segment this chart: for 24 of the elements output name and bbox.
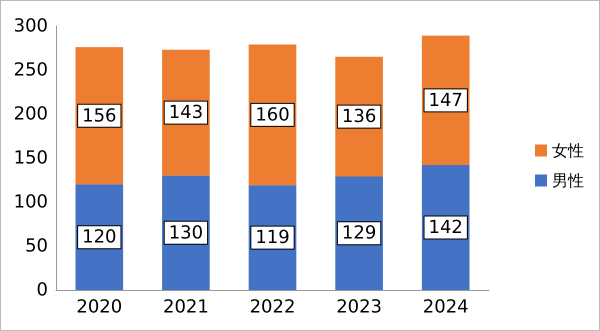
legend-label: 女性 xyxy=(552,141,584,160)
data-label: 143 xyxy=(168,102,204,124)
data-label: 147 xyxy=(428,90,463,111)
x-tick-label: 2020 xyxy=(76,296,122,318)
x-tick-label: 2023 xyxy=(336,296,382,318)
y-tick-label: 50 xyxy=(25,236,48,256)
x-tick-label: 2022 xyxy=(250,296,296,318)
y-tick-label: 200 xyxy=(14,104,48,124)
y-tick-label: 100 xyxy=(14,192,48,212)
data-label: 156 xyxy=(82,105,116,126)
data-label: 136 xyxy=(342,106,376,128)
x-tick-label: 2021 xyxy=(162,296,209,318)
data-label: 160 xyxy=(255,104,290,126)
data-label: 142 xyxy=(428,217,463,238)
data-label: 120 xyxy=(82,226,116,248)
data-label: 130 xyxy=(168,222,204,244)
data-label: 119 xyxy=(255,227,290,248)
legend-label: 男性 xyxy=(552,171,584,190)
x-tick-label: 2024 xyxy=(422,296,469,318)
data-label: 129 xyxy=(342,222,376,244)
y-tick-label: 150 xyxy=(14,148,48,168)
y-tick-label: 250 xyxy=(14,60,48,80)
y-tick-label: 300 xyxy=(14,16,48,36)
y-tick-label: 0 xyxy=(36,280,48,300)
